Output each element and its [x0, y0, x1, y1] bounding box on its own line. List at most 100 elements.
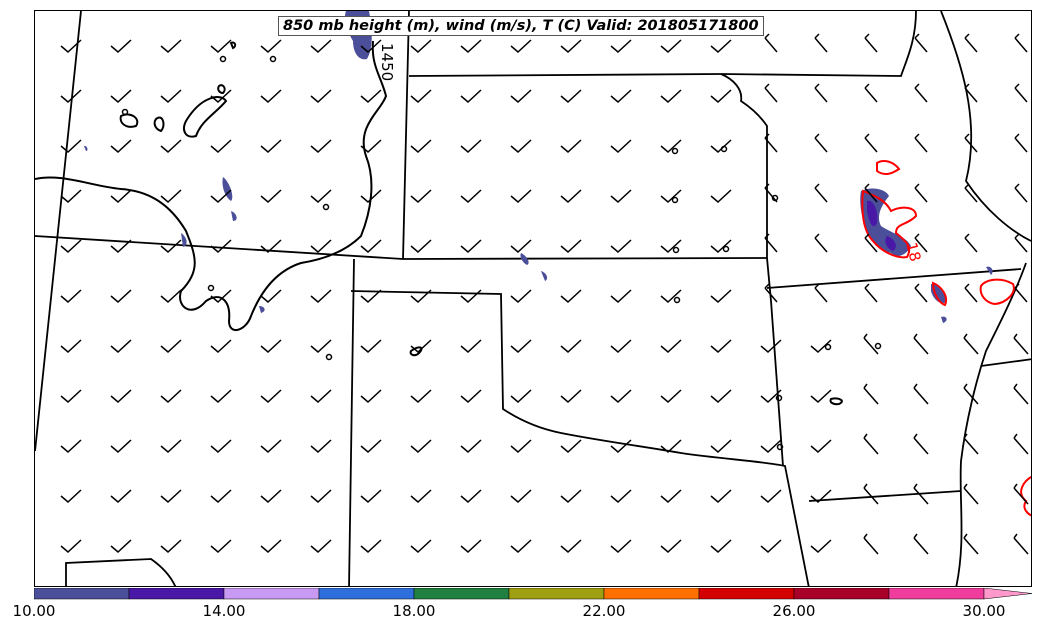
wind-barb — [1013, 433, 1029, 455]
wind-barb — [360, 89, 382, 104]
wind-barb — [60, 489, 82, 504]
wind-barb — [660, 89, 682, 104]
wind-barb — [560, 39, 582, 54]
wind-barb — [1013, 533, 1029, 555]
colorbar-segment — [603, 588, 700, 600]
wind-barb — [510, 189, 532, 204]
wind-barb — [610, 539, 632, 554]
wind-barb — [810, 489, 832, 504]
wind-barb — [460, 289, 482, 304]
wind-barb — [1014, 183, 1028, 203]
height-contours — [35, 40, 843, 406]
wind-barb — [210, 339, 232, 354]
wind-barb — [360, 389, 382, 404]
wind-barb — [410, 489, 432, 504]
boundary-oklahoma-arkansas — [766, 257, 784, 467]
wind-barb — [210, 439, 232, 454]
wind-barb — [460, 89, 482, 104]
boundary-kansas-missouri — [720, 73, 768, 258]
wind-barb — [814, 283, 828, 303]
wind-barb — [60, 339, 82, 354]
wind-barb — [60, 439, 82, 454]
wind-barb — [710, 439, 732, 454]
wind-barb — [864, 283, 878, 303]
map-panel: 18 1450 — [34, 10, 1032, 587]
wind-barb — [510, 489, 532, 504]
wind-barb — [210, 139, 232, 154]
wind-barb — [310, 439, 332, 454]
wind-barb — [110, 489, 132, 504]
wind-barb — [710, 389, 732, 404]
wind-barb — [963, 533, 979, 555]
colorbar-segment — [698, 588, 795, 600]
wind-barb — [360, 439, 382, 454]
wind-barb — [964, 183, 978, 203]
wind-barb — [460, 539, 482, 554]
wind-barb — [260, 139, 282, 154]
colorbar — [34, 588, 1033, 600]
wind-barb — [160, 89, 182, 104]
wind-barb — [260, 539, 282, 554]
wind-barb — [610, 39, 632, 54]
wind-barb — [814, 33, 828, 53]
wind-barb — [110, 139, 132, 154]
wind-barb — [764, 33, 778, 53]
wind-barb — [260, 189, 282, 204]
wind-barb — [863, 483, 879, 505]
wind-barb — [360, 489, 382, 504]
wind-barb — [510, 239, 532, 254]
boundary-colorado-kansas — [402, 11, 410, 260]
boundary-nebraska-kansas — [408, 73, 722, 77]
wind-barb — [863, 383, 879, 405]
boundary-oklahoma-panhandle — [348, 258, 355, 586]
small-circles — [121, 55, 882, 451]
wind-barb — [60, 89, 82, 104]
wind-barb — [60, 239, 82, 254]
wind-barb — [110, 89, 132, 104]
wind-barb — [160, 389, 182, 404]
colorbar-segment — [508, 588, 605, 600]
wind-barb — [60, 539, 82, 554]
wind-barb — [760, 539, 782, 554]
wind-barb — [160, 289, 182, 304]
colorbar-segment — [128, 588, 225, 600]
boundary-tn — [980, 358, 1031, 367]
wind-barb — [660, 239, 682, 254]
wind-barb — [560, 339, 582, 354]
wind-barb — [814, 83, 828, 103]
wind-barb — [310, 539, 332, 554]
wind-barb — [660, 139, 682, 154]
wind-barb — [760, 439, 782, 454]
wind-barb — [610, 289, 632, 304]
colorbar-segment — [223, 588, 320, 600]
wind-barb — [160, 39, 182, 54]
wind-barb — [60, 389, 82, 404]
wind-barb — [814, 233, 828, 253]
wind-barb — [864, 133, 878, 153]
wind-barb — [964, 133, 978, 153]
wind-barb — [660, 339, 682, 354]
wind-barb — [360, 189, 382, 204]
wind-barb — [160, 339, 182, 354]
colorbar-segment — [413, 588, 510, 600]
wind-barb — [160, 189, 182, 204]
wind-barb — [864, 83, 878, 103]
wind-barb — [160, 539, 182, 554]
wind-barb — [260, 239, 282, 254]
wind-barb — [60, 289, 82, 304]
wind-barb — [510, 289, 532, 304]
wind-barb — [864, 233, 878, 253]
wind-barb — [210, 239, 232, 254]
wind-barb — [110, 439, 132, 454]
wind-barb — [913, 533, 929, 555]
wind-barb — [360, 39, 382, 54]
wind-barb — [1014, 283, 1028, 303]
wind-barb — [310, 139, 332, 154]
wind-barb — [863, 533, 879, 555]
colorbar-tick-label: 18.00 — [392, 602, 436, 620]
wind-barb — [610, 389, 632, 404]
wind-barb — [160, 239, 182, 254]
wind-barb — [610, 239, 632, 254]
wind-barb — [1014, 133, 1028, 153]
boundary-missouri-arkansas — [766, 268, 1022, 289]
